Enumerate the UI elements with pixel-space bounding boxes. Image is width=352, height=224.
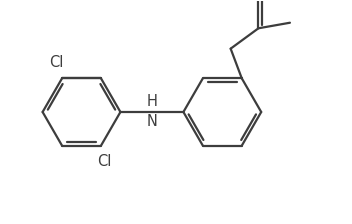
Text: Cl: Cl [98, 154, 112, 169]
Text: H: H [146, 94, 157, 109]
Text: Cl: Cl [49, 55, 64, 70]
Text: N: N [146, 114, 157, 129]
